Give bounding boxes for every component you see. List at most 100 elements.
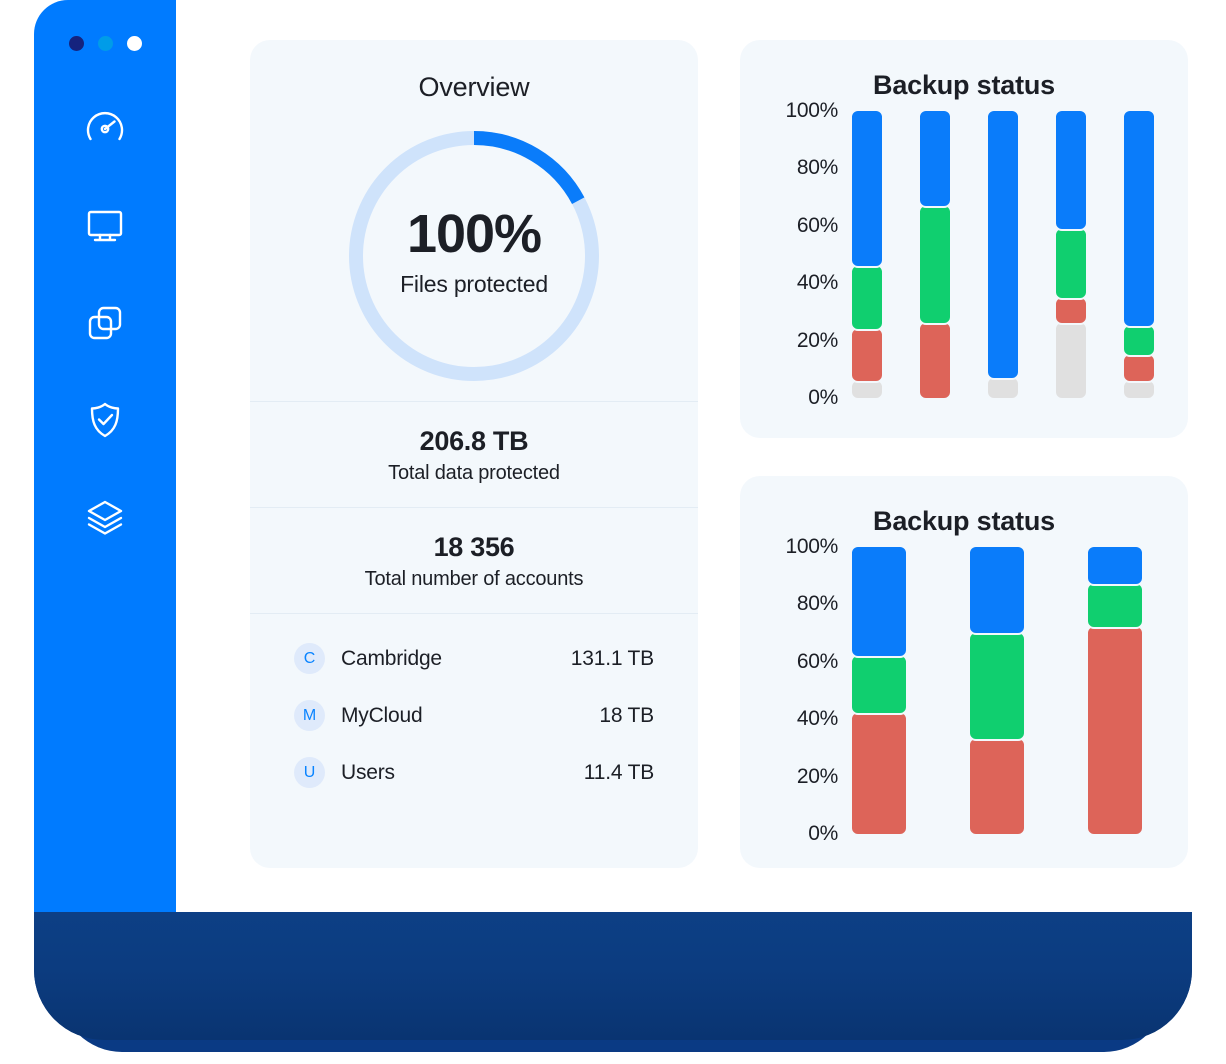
- bar-segment: [968, 631, 1026, 742]
- overview-divider-3: [250, 613, 698, 614]
- y-axis-tick: 20%: [796, 328, 838, 352]
- bar-segment: [918, 321, 952, 400]
- bar-segment: [1054, 295, 1088, 326]
- stacked-bar[interactable]: [1122, 101, 1156, 400]
- bar-segment: [1086, 582, 1144, 630]
- copy-icon: [82, 300, 128, 346]
- sidebar-item-protection[interactable]: [34, 371, 176, 468]
- sidebar-item-dashboard[interactable]: [34, 80, 176, 177]
- list-item[interactable]: M MyCloud 18 TB: [294, 687, 654, 744]
- stat-value: 206.8 TB: [419, 426, 529, 456]
- list-item-size: 18 TB: [599, 703, 654, 727]
- avatar: M: [294, 700, 325, 731]
- overview-divider-1: [250, 401, 698, 402]
- bar-segment: [918, 109, 952, 208]
- bar-segment: [850, 654, 908, 716]
- y-axis-tick: 0%: [808, 386, 838, 409]
- y-axis-tick: 80%: [796, 156, 838, 180]
- overview-card: Overview 100% Files protected 206.8 TB T…: [250, 40, 698, 868]
- chart-plot-area: 100% 80% 60% 40% 20% 0%: [740, 535, 1188, 845]
- sidebar-item-devices[interactable]: [34, 177, 176, 274]
- files-protected-donut: 100% Files protected: [250, 111, 698, 401]
- bar-segment: [1054, 109, 1088, 231]
- bar-group: [850, 537, 1144, 836]
- list-item[interactable]: U Users 11.4 TB: [294, 744, 654, 801]
- donut-percent: 100%: [406, 204, 542, 264]
- stacked-bar[interactable]: [1086, 537, 1144, 836]
- list-item-size: 11.4 TB: [583, 760, 654, 784]
- y-axis-tick: 100%: [785, 535, 838, 558]
- avatar: U: [294, 757, 325, 788]
- list-item-name: Users: [341, 760, 395, 784]
- y-axis-tick: 100%: [785, 99, 838, 122]
- list-item-size: 131.1 TB: [570, 646, 654, 670]
- donut-caption: Files protected: [400, 271, 548, 297]
- bar-segment: [986, 109, 1020, 380]
- laptop-base-sheen: [34, 900, 1192, 1040]
- gauge-icon: [82, 106, 128, 152]
- bar-segment: [850, 545, 908, 659]
- bar-segment: [968, 545, 1026, 636]
- sidebar-item-storage[interactable]: [34, 468, 176, 565]
- layers-icon: [82, 494, 128, 540]
- sidebar-item-backups[interactable]: [34, 274, 176, 371]
- bar-segment: [1122, 352, 1156, 383]
- backup-status-card-bottom: Backup status 100% 80% 60% 40% 20% 0%: [740, 476, 1188, 868]
- window-dot-maximize[interactable]: [127, 36, 142, 51]
- stacked-bar[interactable]: [968, 537, 1026, 836]
- bar-segment: [1122, 109, 1156, 329]
- y-axis-tick: 0%: [808, 822, 838, 845]
- bar-segment: [850, 264, 884, 332]
- monitor-icon: [82, 203, 128, 249]
- list-item-name: Cambridge: [341, 646, 442, 670]
- bar-segment: [918, 203, 952, 326]
- stat-value: 18 356: [433, 532, 515, 562]
- bar-segment: [850, 711, 908, 836]
- list-item[interactable]: C Cambridge 131.1 TB: [294, 630, 654, 687]
- sidebar: [34, 0, 176, 912]
- bar-segment: [1054, 226, 1088, 300]
- bar-group: [850, 101, 1156, 400]
- donut-center-text: 100% Files protected: [250, 207, 698, 298]
- shield-check-icon: [82, 397, 128, 443]
- window-controls: [69, 36, 142, 51]
- window-dot-close[interactable]: [69, 36, 84, 51]
- bar-segment: [1054, 321, 1088, 400]
- bar-segment: [850, 327, 884, 383]
- y-axis-tick: 40%: [796, 271, 838, 295]
- y-axis-tick: 60%: [796, 213, 838, 237]
- overview-divider-2: [250, 507, 698, 508]
- stacked-bar[interactable]: [986, 101, 1020, 400]
- y-axis-tick: 20%: [796, 764, 838, 788]
- chart-title: Backup status: [873, 70, 1055, 100]
- stacked-bar[interactable]: [850, 101, 884, 400]
- stat-total-accounts: 18 356 Total number of accounts: [250, 508, 698, 613]
- bar-segment: [968, 737, 1026, 836]
- sidebar-nav: [34, 80, 176, 565]
- avatar: C: [294, 643, 325, 674]
- window-dot-minimize[interactable]: [98, 36, 113, 51]
- storage-list: C Cambridge 131.1 TB M MyCloud 18 TB U U…: [250, 614, 698, 801]
- stacked-bar[interactable]: [1054, 101, 1088, 400]
- y-axis-tick: 80%: [796, 592, 838, 616]
- stat-label: Total number of accounts: [364, 568, 584, 590]
- list-item-name: MyCloud: [341, 703, 423, 727]
- stat-label: Total data protected: [388, 462, 560, 484]
- app-screen: Overview 100% Files protected 206.8 TB T…: [34, 0, 1203, 912]
- chart-title: Backup status: [873, 506, 1055, 536]
- bar-segment: [1086, 545, 1144, 587]
- overview-title: Overview: [418, 72, 530, 102]
- bar-segment: [850, 109, 884, 268]
- stacked-bar[interactable]: [918, 101, 952, 400]
- backup-status-card-top: Backup status 100% 80% 60% 40% 20% 0%: [740, 40, 1188, 438]
- y-axis-tick: 60%: [796, 649, 838, 673]
- main-content: Overview 100% Files protected 206.8 TB T…: [176, 0, 1203, 912]
- y-axis-tick: 40%: [796, 707, 838, 731]
- bar-segment: [1086, 625, 1144, 836]
- chart-plot-area: 100% 80% 60% 40% 20% 0%: [740, 99, 1188, 409]
- bar-segment: [1122, 324, 1156, 357]
- donut-svg: [349, 131, 599, 381]
- stat-total-data: 206.8 TB Total data protected: [250, 402, 698, 507]
- stacked-bar[interactable]: [850, 537, 908, 836]
